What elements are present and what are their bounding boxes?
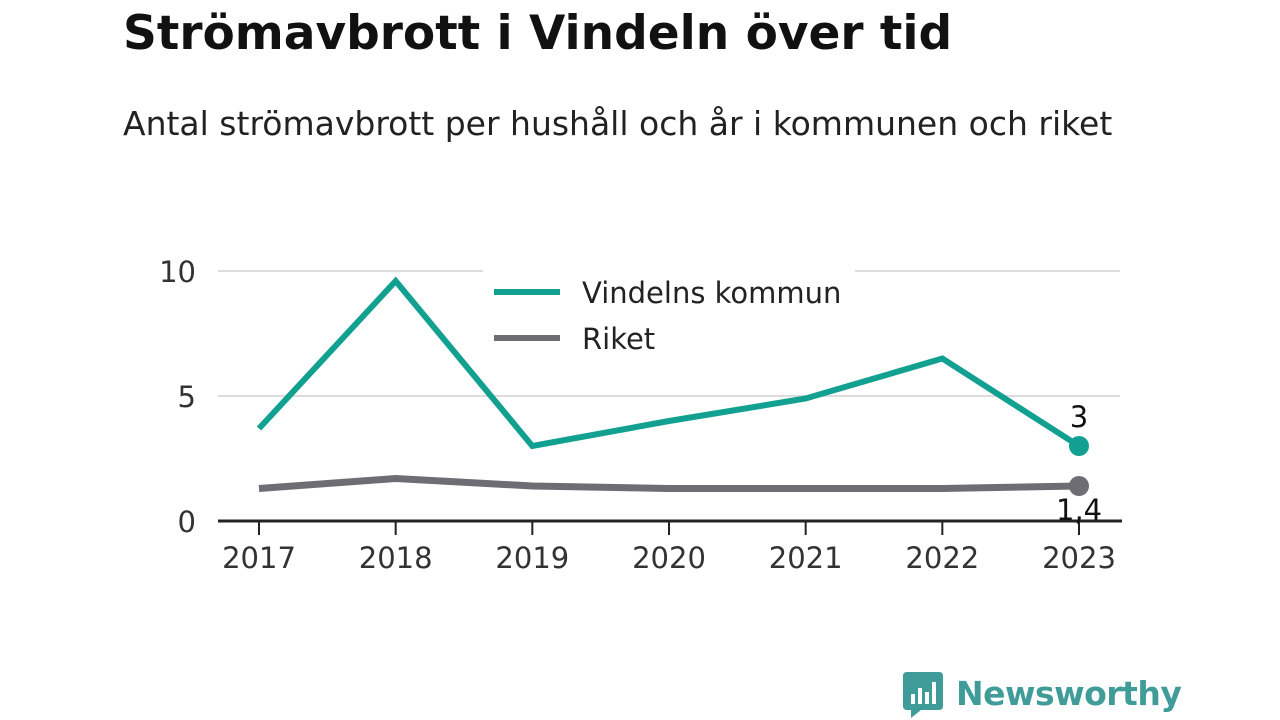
x-tick-label: 2018	[359, 541, 433, 575]
x-tick-label: 2022	[905, 541, 979, 575]
series-line-vindelns-kommun	[256, 276, 1081, 450]
legend-label-riket: Riket	[582, 322, 655, 356]
y-tick-label: 5	[178, 380, 196, 414]
series-line-riket	[258, 474, 1080, 492]
x-axis: 2017 2018 2019 2020 2021 2022 2023	[218, 519, 1122, 575]
chart-title: Strömavbrott i Vindeln över tid	[123, 6, 953, 61]
x-tick-label: 2023	[1042, 541, 1116, 575]
end-point-marker	[1069, 436, 1089, 456]
end-point-marker	[1069, 476, 1089, 496]
chart-subtitle: Antal strömavbrott per hushåll och år i …	[123, 104, 1113, 143]
x-tick-label: 2021	[769, 541, 843, 575]
legend-label-vindelns-kommun: Vindelns kommun	[582, 276, 841, 310]
legend-background	[483, 270, 855, 370]
y-tick-label: 0	[178, 505, 196, 539]
y-tick-label: 10	[159, 255, 196, 289]
end-value-label: 3	[1070, 400, 1088, 434]
bar-chart-speech-bubble-icon	[903, 672, 943, 718]
legend: Vindelns kommun Riket	[483, 270, 855, 370]
newsworthy-logo: Newsworthy	[903, 668, 1182, 720]
x-tick-label: 2017	[222, 541, 296, 575]
series-lines: 31,4	[256, 276, 1102, 527]
brand-name: Newsworthy	[956, 674, 1182, 713]
y-axis-tick-labels: 0 5 10	[159, 255, 196, 539]
x-tick-label: 2020	[632, 541, 706, 575]
x-tick-label: 2019	[495, 541, 569, 575]
end-value-label: 1,4	[1056, 493, 1102, 527]
